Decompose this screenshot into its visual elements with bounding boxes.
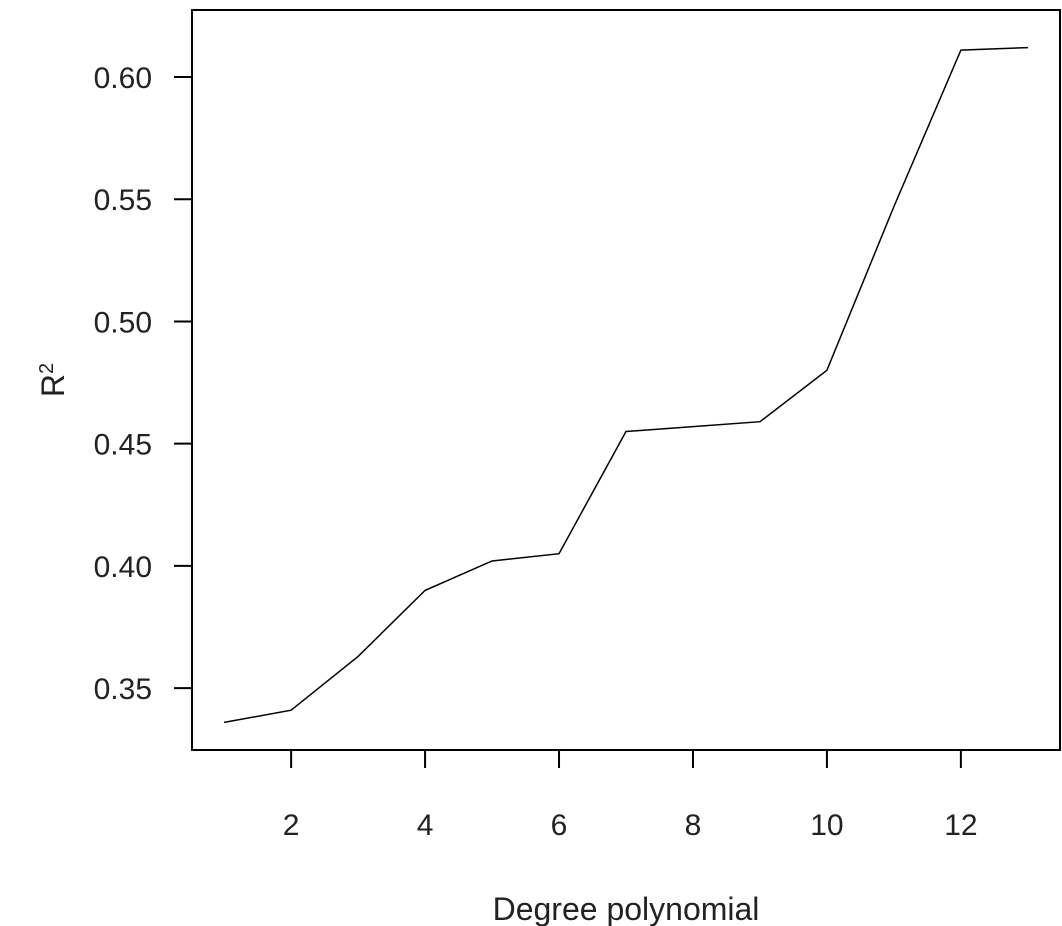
x-axis: 2 4 6 8 10 12 — [283, 749, 978, 842]
x-tick-label: 10 — [810, 809, 843, 842]
y-axis-title: R2 — [35, 363, 71, 397]
y-tick-label: 0.45 — [94, 429, 152, 462]
series-line — [223, 46, 1028, 724]
y-tick-label: 0.55 — [94, 184, 152, 217]
series-layer — [223, 46, 1028, 724]
x-tick-label: 8 — [685, 809, 702, 842]
y-tick-label: 0.60 — [94, 62, 152, 95]
y-axis-title-base: R — [35, 374, 71, 397]
x-axis-title: Degree polynomial — [493, 891, 760, 926]
y-tick-label: 0.40 — [94, 551, 152, 584]
x-tick-label: 4 — [417, 809, 434, 842]
y-tick-label: 0.50 — [94, 306, 152, 339]
y-axis-title-superscript: 2 — [36, 363, 58, 374]
x-tick-label: 6 — [551, 809, 568, 842]
x-tick-label: 12 — [944, 809, 977, 842]
x-tick-label: 2 — [283, 809, 300, 842]
y-axis-title-group: R2 — [35, 363, 71, 397]
y-tick-label: 0.35 — [94, 673, 152, 706]
y-axis: 0.35 0.40 0.45 0.50 0.55 0.60 — [94, 62, 193, 706]
